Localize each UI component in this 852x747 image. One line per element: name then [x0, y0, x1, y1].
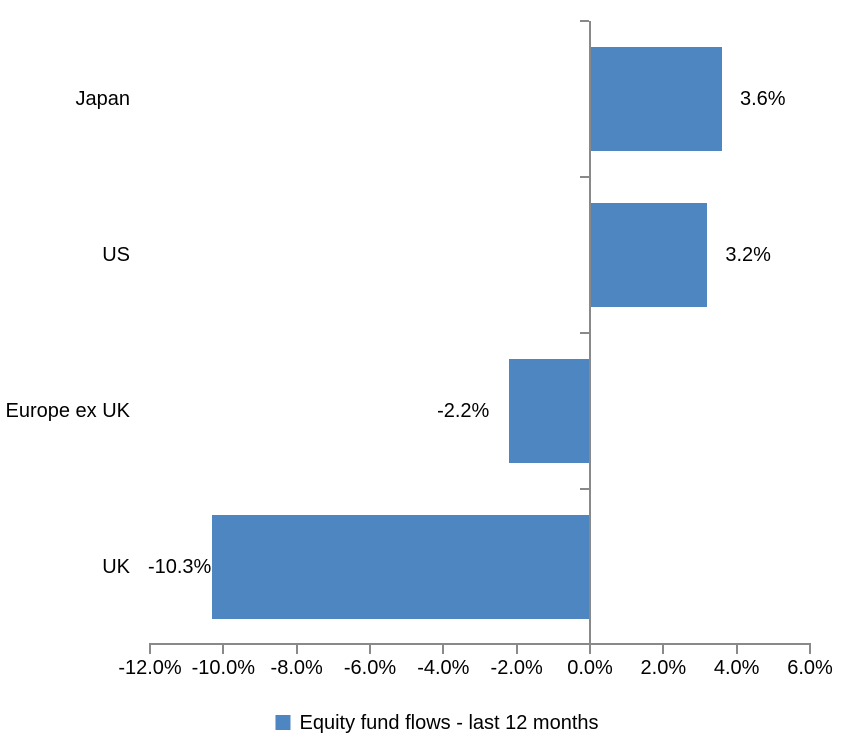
x-tick-label: 6.0% — [787, 657, 833, 679]
x-tick-label: -8.0% — [270, 657, 323, 679]
legend: Equity fund flows - last 12 months — [275, 708, 599, 738]
bar — [591, 47, 722, 151]
x-tick-label: 4.0% — [713, 657, 760, 679]
value-label: -10.3% — [147, 556, 212, 578]
x-axis-line — [149, 643, 811, 645]
x-tick — [442, 645, 445, 654]
x-tick-label: 2.0% — [640, 657, 687, 679]
legend-swatch-icon — [275, 714, 291, 730]
x-tick-label: -2.0% — [490, 657, 543, 679]
bar — [591, 203, 708, 307]
value-label: 3.2% — [725, 244, 771, 266]
x-tick-label: -12.0% — [118, 657, 182, 679]
x-tick — [735, 645, 738, 654]
x-tick — [295, 645, 298, 654]
x-tick — [222, 645, 225, 654]
value-label: 3.6% — [740, 88, 786, 110]
x-tick — [515, 645, 518, 654]
x-tick — [369, 645, 371, 654]
legend-label: Equity fund flows - last 12 months — [299, 711, 599, 734]
x-tick — [589, 645, 591, 654]
bar — [212, 515, 589, 619]
x-tick-label: -6.0% — [343, 657, 397, 679]
x-tick-label: -10.0% — [191, 657, 256, 679]
category-tick — [580, 20, 589, 22]
bar — [509, 359, 589, 463]
category-tick — [580, 488, 589, 490]
x-tick — [809, 645, 811, 654]
x-tick-label: -4.0% — [417, 657, 470, 679]
category-label: Europe ex UK — [5, 400, 130, 422]
category-label: Japan — [75, 88, 131, 110]
x-tick-label: 0.0% — [567, 657, 613, 679]
category-label: US — [102, 244, 130, 266]
value-label: -2.2% — [437, 400, 490, 422]
x-tick — [149, 645, 151, 654]
category-label: UK — [102, 556, 130, 578]
category-tick — [580, 176, 589, 178]
x-tick — [662, 645, 665, 654]
category-tick — [580, 332, 589, 334]
y-axis-line — [589, 21, 591, 645]
